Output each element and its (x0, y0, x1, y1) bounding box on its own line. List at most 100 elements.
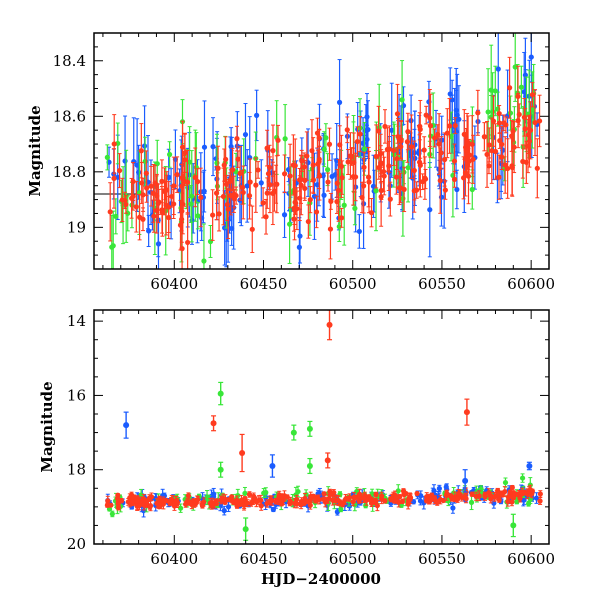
data-point-red (207, 500, 213, 506)
data-point-red (287, 498, 293, 504)
data-point-red (143, 499, 150, 505)
data-point-blue (427, 207, 433, 213)
outlier-point-red (463, 409, 470, 416)
data-point-red (267, 498, 273, 504)
data-point-red (239, 184, 246, 190)
top-panel-data (94, 33, 543, 269)
data-point-blue (491, 500, 497, 506)
data-point-red (444, 491, 450, 497)
data-point-red (240, 189, 246, 196)
data-point-red (235, 156, 241, 162)
data-point-red (337, 142, 343, 148)
data-point-red (325, 179, 331, 185)
data-point-red (174, 172, 180, 178)
data-point-red (345, 159, 351, 165)
data-point-blue (281, 212, 288, 218)
data-point-red (537, 498, 543, 504)
data-point-red (490, 118, 497, 124)
data-point-red (487, 492, 494, 498)
data-point-red (213, 190, 220, 196)
data-point-green (201, 258, 207, 264)
data-point-red (279, 501, 285, 507)
data-point-blue (436, 485, 442, 492)
data-point-red (509, 133, 515, 139)
x-tick-label: 60450 (240, 275, 288, 293)
data-point-red (386, 146, 392, 152)
data-point-red (136, 503, 142, 509)
data-point-red (492, 148, 499, 155)
data-point-red (444, 130, 450, 136)
y-tick-label: 18 (67, 461, 86, 479)
data-point-blue (297, 233, 303, 239)
data-point-red (424, 494, 430, 500)
bottom-panel-data (104, 310, 543, 541)
data-point-red (308, 493, 314, 500)
data-point-red (509, 484, 515, 491)
data-point-red (496, 174, 502, 180)
data-point-red (218, 497, 224, 503)
data-point-red (391, 147, 397, 154)
data-point-red (505, 499, 511, 505)
data-point-blue (447, 91, 453, 97)
data-point-red (527, 486, 533, 493)
data-point-green (287, 221, 293, 227)
top-panel-ticks: 60400 60450 60500 60550 60600 18.4 18.6 18.8 19 (53, 32, 555, 293)
data-point-blue (135, 169, 142, 175)
data-point-red (237, 170, 243, 177)
data-point-red (427, 123, 434, 129)
data-point-red (394, 111, 401, 117)
data-point-red (194, 497, 200, 503)
data-point-red (344, 127, 350, 133)
data-point-red (249, 226, 255, 232)
data-point-red (290, 162, 296, 168)
data-point-red (516, 111, 522, 118)
data-point-green (361, 146, 368, 152)
data-point-blue (225, 504, 232, 510)
data-point-red (111, 175, 117, 182)
data-point-red (438, 150, 444, 156)
data-point-green (110, 243, 116, 249)
data-point-red (373, 153, 379, 160)
data-point-red (499, 154, 505, 160)
data-point-red (347, 153, 353, 159)
data-point-red (392, 492, 398, 498)
data-point-red (501, 120, 507, 126)
data-point-red (335, 497, 342, 504)
data-point-green (469, 186, 475, 193)
data-point-red (486, 142, 492, 148)
data-point-red (351, 494, 357, 500)
data-point-red (304, 153, 310, 159)
y-tick-label: 18.8 (53, 163, 86, 181)
data-point-red (380, 168, 387, 175)
data-point-blue (495, 66, 501, 72)
data-point-red (401, 186, 407, 192)
outlier-point-green (290, 429, 297, 436)
data-point-red (522, 126, 528, 132)
data-point-red (253, 182, 259, 188)
data-point-blue (208, 493, 215, 499)
data-point-red (378, 194, 384, 200)
data-point-red (111, 141, 117, 147)
data-point-green (195, 213, 201, 219)
data-point-red (238, 497, 244, 504)
data-point-red (253, 499, 260, 505)
data-point-red (314, 130, 321, 136)
data-point-red (338, 163, 345, 169)
data-point-red (281, 171, 288, 177)
data-point-red (393, 174, 399, 180)
outlier-point-blue (462, 477, 469, 484)
data-point-green (323, 135, 329, 141)
y-tick-label: 18.4 (53, 52, 86, 70)
data-point-green (399, 97, 405, 103)
data-point-green (341, 202, 347, 208)
outlier-point-green (306, 463, 313, 469)
data-point-red (393, 497, 399, 504)
data-point-red (260, 200, 266, 206)
x-tick-label: 60600 (507, 275, 555, 293)
data-point-red (532, 119, 538, 126)
data-point-red (481, 134, 487, 140)
data-point-blue (533, 495, 540, 501)
data-point-red (166, 204, 172, 210)
data-point-red (258, 503, 264, 509)
data-point-blue (454, 186, 460, 193)
